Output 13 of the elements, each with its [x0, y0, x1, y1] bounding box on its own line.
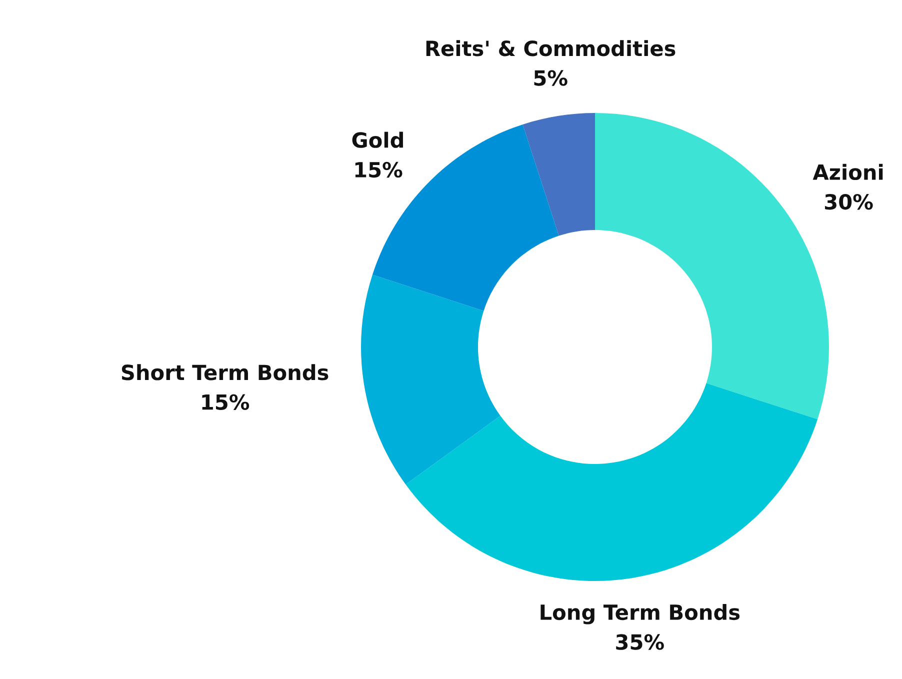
donut-slice	[406, 383, 818, 581]
data-label: 15%	[355, 162, 402, 178]
data-label: 5%	[534, 70, 568, 86]
slice-label: Short Term Bonds	[122, 364, 328, 380]
data-label: 35%	[616, 634, 664, 650]
donut-slice	[522, 113, 595, 236]
slice-label: Reits' & Commodities	[426, 40, 676, 56]
slice-label: Azioni	[812, 164, 883, 180]
data-label: 15%	[202, 394, 250, 410]
slice-label: Gold	[352, 132, 403, 148]
donut-slice	[361, 274, 500, 485]
data-label: 30%	[825, 194, 873, 210]
slice-label: Long Term Bonds	[540, 604, 740, 624]
